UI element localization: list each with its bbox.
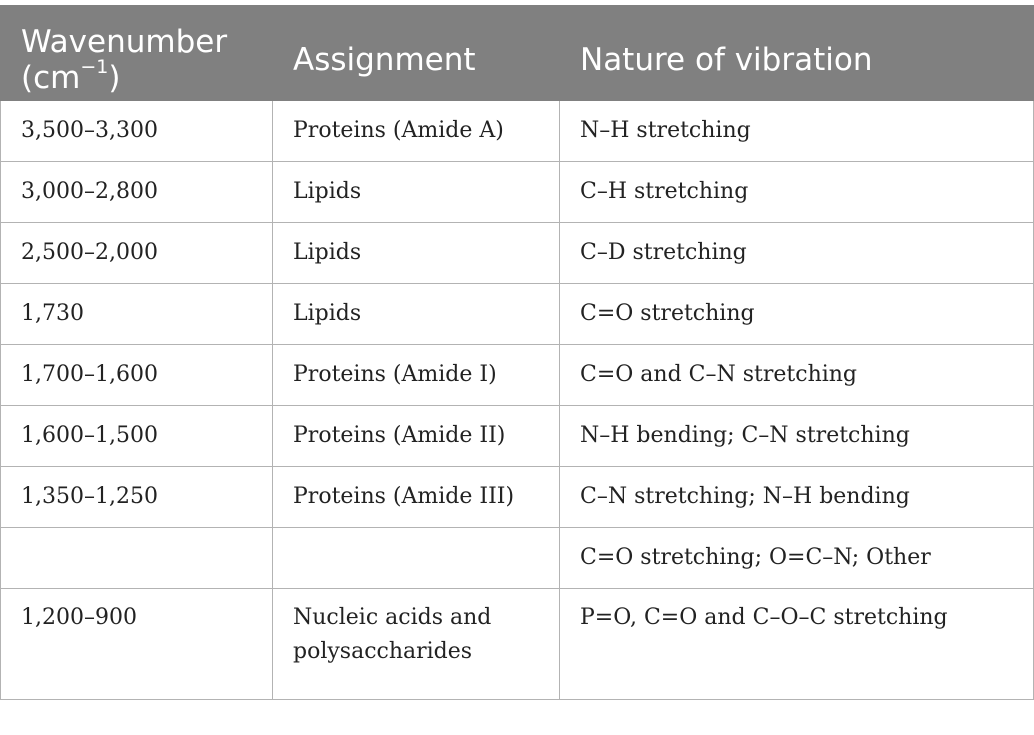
cell-nature: N–H bending; C–N stretching [559,405,1034,467]
cell-assignment [272,527,560,589]
header-wavenumber-close: ) [108,60,121,96]
cell-nature: C–D stretching [559,222,1034,284]
vibration-table: Wavenumber (cm−1) Assignment Nature of v… [0,5,1034,700]
cell-wavenumber: 1,730 [0,283,273,345]
cell-nature: C–H stretching [559,161,1034,223]
cell-nature: C=O stretching [559,283,1034,345]
table-row: 3,500–3,300 Proteins (Amide A) N–H stret… [0,100,1034,162]
header-nature: Nature of vibration [559,5,1034,101]
table-row: 1,730 Lipids C=O stretching [0,283,1034,345]
table-row: 1,350–1,250 Proteins (Amide III) C–N str… [0,466,1034,528]
cell-assignment: Nucleic acids and polysaccharides [272,588,560,700]
cell-nature: P=O, C=O and C–O–C stretching [559,588,1034,700]
cell-wavenumber: 1,600–1,500 [0,405,273,467]
cell-assignment: Lipids [272,222,560,284]
cell-wavenumber: 1,700–1,600 [0,344,273,406]
cell-wavenumber: 3,000–2,800 [0,161,273,223]
cell-wavenumber [0,527,273,589]
table-row: 1,600–1,500 Proteins (Amide II) N–H bend… [0,405,1034,467]
table-header-row: Wavenumber (cm−1) Assignment Nature of v… [0,5,1034,101]
cell-wavenumber: 2,500–2,000 [0,222,273,284]
header-assignment: Assignment [272,5,560,101]
cell-nature: C–N stretching; N–H bending [559,466,1034,528]
cell-wavenumber: 3,500–3,300 [0,100,273,162]
table-row: 1,700–1,600 Proteins (Amide I) C=O and C… [0,344,1034,406]
cell-nature: C=O stretching; O=C–N; Other [559,527,1034,589]
header-wavenumber-superscript: −1 [80,55,109,78]
header-wavenumber: Wavenumber (cm−1) [0,5,273,101]
table-row: 2,500–2,000 Lipids C–D stretching [0,222,1034,284]
cell-assignment: Proteins (Amide I) [272,344,560,406]
cell-assignment: Lipids [272,161,560,223]
cell-assignment: Proteins (Amide II) [272,405,560,467]
cell-assignment: Proteins (Amide III) [272,466,560,528]
table-row: C=O stretching; O=C–N; Other [0,527,1034,589]
header-wavenumber-label: Wavenumber (cm [21,24,228,96]
table-row: 3,000–2,800 Lipids C–H stretching [0,161,1034,223]
cell-wavenumber: 1,200–900 [0,588,273,700]
cell-nature: C=O and C–N stretching [559,344,1034,406]
cell-nature: N–H stretching [559,100,1034,162]
cell-assignment: Proteins (Amide A) [272,100,560,162]
cell-assignment: Lipids [272,283,560,345]
cell-wavenumber: 1,350–1,250 [0,466,273,528]
table-row: 1,200–900 Nucleic acids and polysacchari… [0,588,1034,700]
